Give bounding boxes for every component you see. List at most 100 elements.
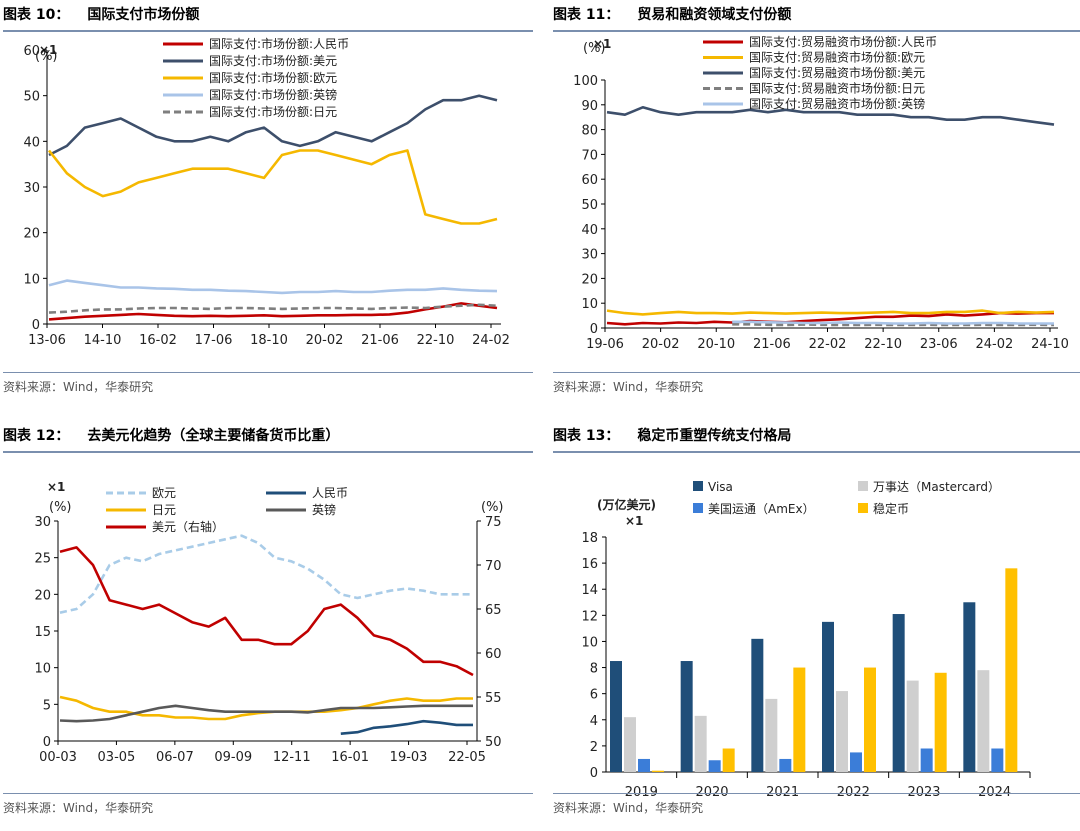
y-tick-label: 40 xyxy=(581,223,598,238)
series-line xyxy=(59,534,473,614)
y-tick-label: 10 xyxy=(34,662,51,677)
y-tick-label: 2 xyxy=(590,740,598,755)
y-tick-label: 60 xyxy=(23,44,40,59)
y-tick-label: 0 xyxy=(32,318,40,333)
x-tick-label: 20-02 xyxy=(306,333,344,348)
legend-swatch xyxy=(858,503,868,513)
x-tick-label: 20-10 xyxy=(697,337,735,352)
y-tick-label: 20 xyxy=(23,227,40,242)
legend-swatch xyxy=(693,503,703,513)
chart-title-row: 图表 11： 贸易和融资领域支付份额 xyxy=(553,0,1080,32)
series-line xyxy=(48,94,498,157)
right-tick-label: 55 xyxy=(485,691,502,706)
legend-label: 国际支付:市场份额:欧元 xyxy=(209,70,337,85)
source-note: 资料来源：Wind，华泰研究 xyxy=(3,372,533,401)
bar xyxy=(822,621,834,772)
series-line xyxy=(732,320,1054,325)
right-tick-label: 65 xyxy=(485,603,502,618)
y-tick-label: 20 xyxy=(581,272,598,287)
y-tick-label: 4 xyxy=(590,714,598,729)
series-line xyxy=(48,279,498,295)
x-tick-label: 23-06 xyxy=(920,337,958,352)
y-axis-multiplier: ×1 xyxy=(593,37,611,51)
legend-label: 欧元 xyxy=(152,486,176,500)
bar xyxy=(765,698,778,772)
y-tick-label: 60 xyxy=(581,173,598,188)
bar xyxy=(793,667,806,772)
y-tick-label: 0 xyxy=(43,735,51,750)
legend-label: 国际支付:贸易融资市场份额:欧元 xyxy=(749,50,925,65)
x-tick-label: 22-05 xyxy=(448,750,486,765)
legend-label: 国际支付:贸易融资市场份额:日元 xyxy=(749,81,925,96)
y-axis-unit: (万亿美元) xyxy=(597,497,656,512)
x-tick-label: 2020 xyxy=(695,785,728,800)
y-tick-label: 70 xyxy=(581,148,598,163)
legend-label: 国际支付:贸易融资市场份额:英镑 xyxy=(749,96,925,111)
x-tick-label: 00-03 xyxy=(39,750,77,765)
x-tick-label: 06-07 xyxy=(156,750,194,765)
x-tick-label: 22-02 xyxy=(809,337,847,352)
bar xyxy=(610,661,622,772)
bar xyxy=(906,680,919,772)
right-tick-label: 75 xyxy=(485,515,502,530)
source-note: 资料来源：Wind，华泰研究 xyxy=(3,793,533,822)
x-tick-label: 09-09 xyxy=(214,750,252,765)
line-chart-svg: (%)×1 0 10 20 30 40 50 60 70 80 90 100 19-06 20-02 20-… xyxy=(573,34,1069,352)
legend-label: 稳定币 xyxy=(873,501,909,516)
legend-label: 国际支付:市场份额:日元 xyxy=(209,104,337,119)
x-tick-label: 12-11 xyxy=(273,750,311,765)
legend-swatch xyxy=(858,481,868,491)
series-line xyxy=(48,303,498,314)
x-tick-label: 21-06 xyxy=(361,333,399,348)
y-tick-label: 8 xyxy=(590,662,598,677)
y-tick-label: 25 xyxy=(34,552,51,567)
x-tick-label: 18-10 xyxy=(250,333,288,348)
x-tick-label: 24-10 xyxy=(1031,337,1069,352)
series-line xyxy=(340,719,473,735)
y-tick-label: 15 xyxy=(34,625,51,640)
chart-title: 去美元化趋势（全球主要储备货币比重） xyxy=(87,428,340,444)
y-tick-label: 10 xyxy=(581,297,598,312)
figure-number: 图表 13： xyxy=(553,428,620,444)
y-axis-multiplier: ×1 xyxy=(39,43,57,57)
y-axis-unit: (%) xyxy=(35,49,58,64)
bar xyxy=(836,691,848,772)
x-tick-label: 19-03 xyxy=(390,750,428,765)
bar xyxy=(722,748,735,772)
x-tick-label: 17-06 xyxy=(195,333,233,348)
line-chart-svg: (%) ×1 (%) 0 5 10 15 20 25 30 50 55 60 65 70 75 00-03 03-… xyxy=(34,480,504,765)
legend-label: 日元 xyxy=(152,503,176,517)
series-line xyxy=(48,302,498,321)
bar-chart-svg: (万亿美元) ×1 0 2 4 6 8 10 12 14 16 18 2019 2020 2021 2022 2… xyxy=(581,480,1031,800)
x-tick-label: 2021 xyxy=(766,785,799,800)
y-tick-label: 50 xyxy=(581,198,598,213)
x-tick-label: 16-01 xyxy=(331,750,369,765)
bar xyxy=(694,715,707,772)
y-tick-label: 20 xyxy=(34,588,51,603)
y-tick-label: 10 xyxy=(581,635,598,650)
y-tick-label: 100 xyxy=(573,74,598,89)
right-tick-label: 70 xyxy=(485,559,502,574)
series-line xyxy=(732,323,1055,327)
y-tick-label: 16 xyxy=(581,557,598,572)
x-tick-label: 2022 xyxy=(837,785,870,800)
x-tick-label: 14-10 xyxy=(84,333,122,348)
bar xyxy=(991,748,1004,772)
bar xyxy=(638,758,650,772)
line-chart-svg: (%)×1 0 10 20 30 40 50 60 13-06 14-10 16-02 17-06 18… xyxy=(23,36,509,348)
bar xyxy=(624,717,636,772)
x-tick-label: 22-10 xyxy=(864,337,902,352)
bar xyxy=(680,661,693,772)
series-line xyxy=(59,546,474,677)
legend-label: 国际支付:市场份额:英镑 xyxy=(209,87,337,102)
chart-title-row: 图表 10： 国际支付市场份额 xyxy=(3,0,533,32)
x-tick-label: 2023 xyxy=(907,785,940,800)
right-axis-unit: (%) xyxy=(481,500,504,515)
chart-panel-1: 图表 10： 国际支付市场份额 (%) ×1 0 10 20 30 40 50 60 13-06 14… xyxy=(3,0,533,410)
bar xyxy=(751,638,764,772)
y-tick-label: 12 xyxy=(581,609,598,624)
figure-number: 图表 12： xyxy=(3,428,70,444)
y-tick-label: 30 xyxy=(23,181,40,196)
source-note: 资料来源：Wind，华泰研究 xyxy=(553,793,1080,822)
bar xyxy=(779,758,792,772)
